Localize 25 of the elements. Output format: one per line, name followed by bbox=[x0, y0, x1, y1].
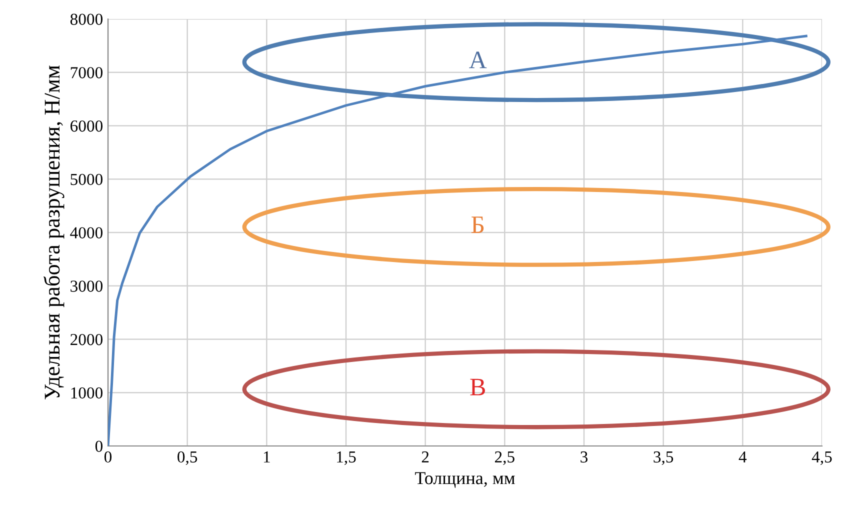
x-tick-label: 4 bbox=[738, 451, 747, 462]
annotation: В bbox=[470, 378, 485, 396]
x-tick-label: 0,5 bbox=[178, 451, 198, 465]
x-tick-label: 1 bbox=[264, 451, 270, 462]
y-tick-label: 8000 bbox=[70, 14, 103, 25]
y-tick-label: 6000 bbox=[70, 120, 103, 132]
x-tick-label: 4,5 bbox=[812, 451, 832, 465]
line-series bbox=[108, 34, 808, 446]
x-tick-label: 2 bbox=[422, 451, 429, 462]
x-axis-title: Толщина, мм bbox=[415, 472, 515, 488]
annotation: Б bbox=[471, 216, 484, 233]
y-tick-label: 1000 bbox=[71, 387, 103, 399]
x-tick-label: 2,5 bbox=[494, 451, 514, 465]
x-tick-label: 3 bbox=[580, 451, 588, 463]
y-tick-label: 5000 bbox=[70, 174, 103, 186]
x-tick-label: 3,5 bbox=[654, 451, 674, 465]
y-tick-label: 3000 bbox=[70, 280, 103, 292]
y-tick-label: 7000 bbox=[70, 67, 103, 78]
y-tick-label: 4000 bbox=[70, 227, 103, 238]
x-tick-label: 1,5 bbox=[337, 451, 356, 465]
y-axis-title: Удельная работа разрушения, Н/мм bbox=[44, 65, 64, 400]
y-tick-label: 0 bbox=[95, 440, 103, 452]
y-tick-label: 2000 bbox=[70, 334, 103, 346]
x-tick-label: 0 bbox=[104, 451, 112, 463]
annotation: А bbox=[469, 52, 487, 68]
